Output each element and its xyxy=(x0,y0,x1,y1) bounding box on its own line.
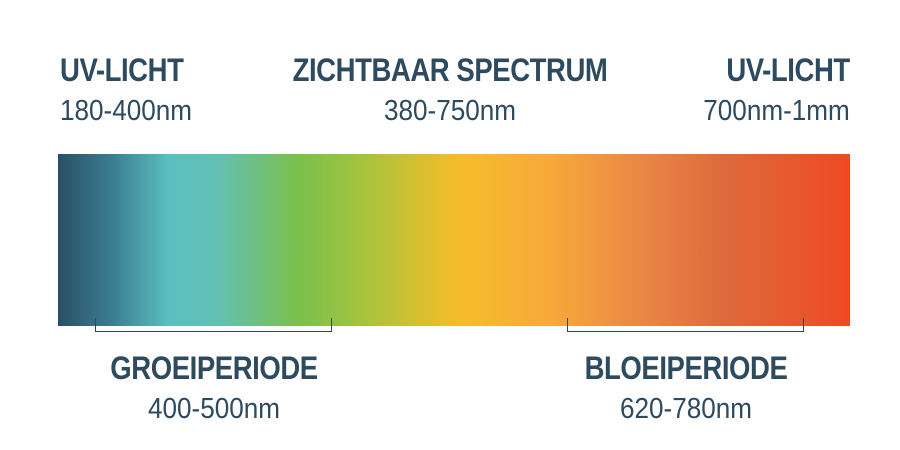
bloom-period-bracket xyxy=(567,318,804,332)
uv-light-left-range: 180-400nm xyxy=(60,95,193,127)
growth-period-range: 400-500nm xyxy=(147,393,281,425)
growth-period-bracket xyxy=(95,318,332,332)
uv-light-left-label: UV-LICHT 180-400nm xyxy=(60,54,207,126)
bloom-period-title: BLOEIPERIODE xyxy=(584,350,788,386)
spectrum-gradient-bar xyxy=(58,154,850,326)
uv-light-right-title: UV-LICHT xyxy=(726,52,851,88)
uv-light-left-title: UV-LICHT xyxy=(60,52,184,88)
growth-period-title: GROEIPERIODE xyxy=(110,350,318,386)
bloom-period-range: 620-780nm xyxy=(619,393,753,425)
visible-spectrum-range: 380-750nm xyxy=(383,95,517,127)
uv-light-right-label: UV-LICHT 700nm-1mm xyxy=(687,54,850,126)
visible-spectrum-title: ZICHTBAAR SPECTRUM xyxy=(292,52,608,88)
uv-light-right-range: 700nm-1mm xyxy=(703,95,850,127)
